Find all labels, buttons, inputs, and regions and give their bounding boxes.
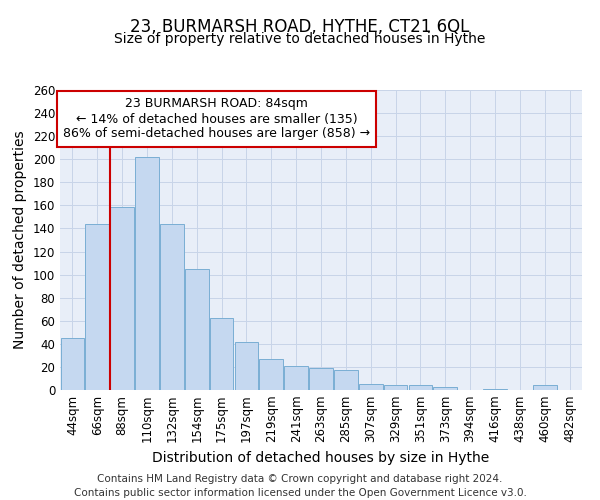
- Bar: [284, 366, 308, 390]
- Text: 23 BURMARSH ROAD: 84sqm
← 14% of detached houses are smaller (135)
86% of semi-d: 23 BURMARSH ROAD: 84sqm ← 14% of detache…: [63, 98, 370, 140]
- Bar: [210, 318, 233, 390]
- Text: Size of property relative to detached houses in Hythe: Size of property relative to detached ho…: [115, 32, 485, 46]
- Bar: [533, 386, 557, 390]
- Bar: [61, 338, 84, 390]
- Text: 23, BURMARSH ROAD, HYTHE, CT21 6QL: 23, BURMARSH ROAD, HYTHE, CT21 6QL: [130, 18, 470, 36]
- Bar: [384, 386, 407, 390]
- Y-axis label: Number of detached properties: Number of detached properties: [13, 130, 27, 350]
- Bar: [160, 224, 184, 390]
- Bar: [135, 157, 159, 390]
- Bar: [359, 384, 383, 390]
- X-axis label: Distribution of detached houses by size in Hythe: Distribution of detached houses by size …: [152, 451, 490, 465]
- Bar: [259, 359, 283, 390]
- Bar: [110, 206, 134, 390]
- Bar: [334, 370, 358, 390]
- Bar: [409, 386, 432, 390]
- Bar: [235, 342, 258, 390]
- Bar: [309, 368, 333, 390]
- Bar: [483, 389, 507, 390]
- Bar: [85, 224, 109, 390]
- Bar: [185, 269, 209, 390]
- Bar: [433, 386, 457, 390]
- Text: Contains HM Land Registry data © Crown copyright and database right 2024.
Contai: Contains HM Land Registry data © Crown c…: [74, 474, 526, 498]
